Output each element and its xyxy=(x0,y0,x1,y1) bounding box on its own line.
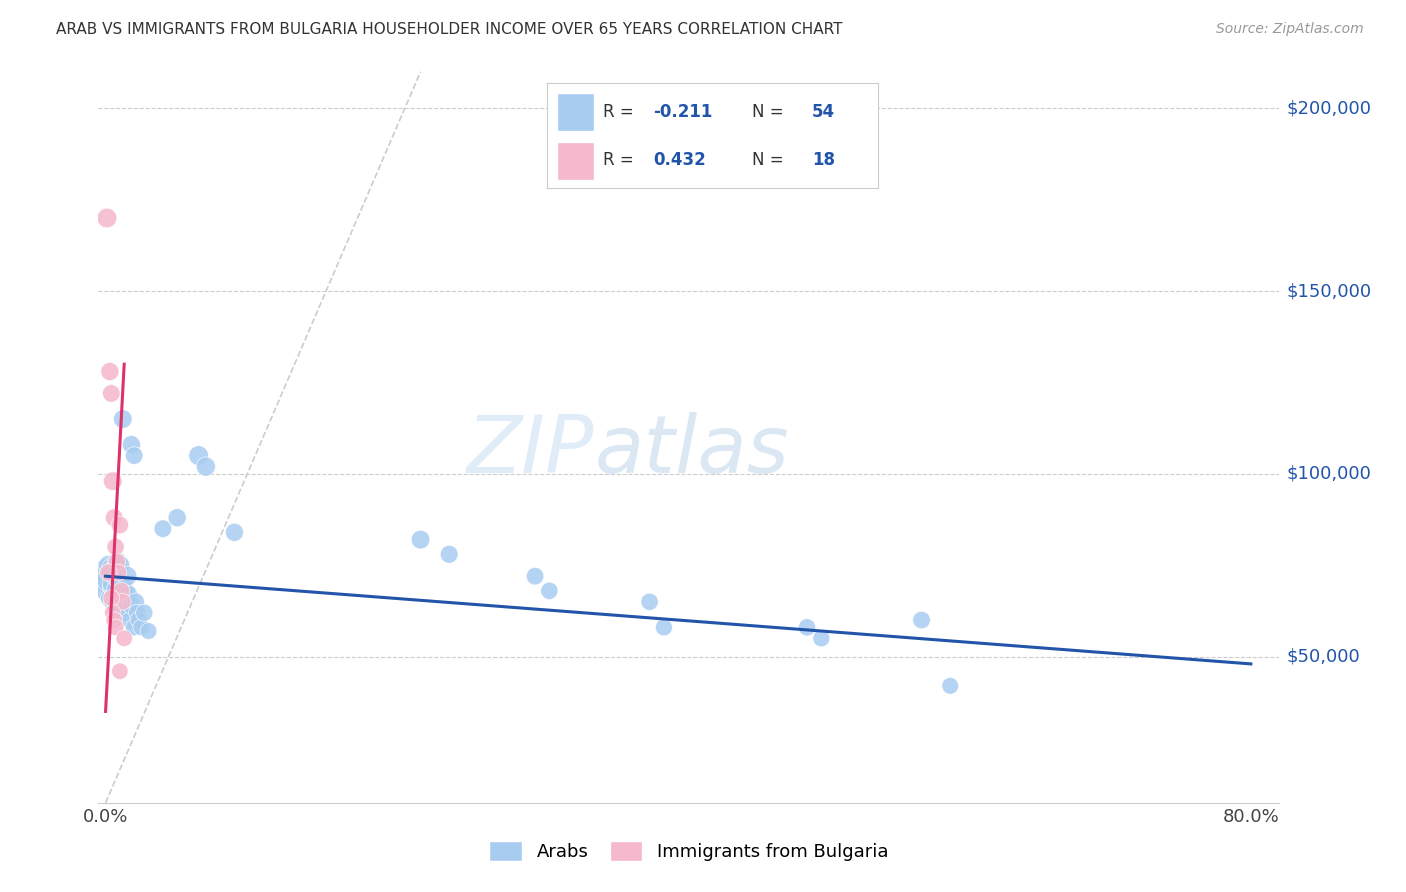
Point xyxy=(111,595,134,609)
Point xyxy=(117,587,139,601)
Point xyxy=(107,602,129,616)
Point xyxy=(120,599,142,613)
Point xyxy=(122,449,145,463)
Point xyxy=(110,591,132,606)
Point xyxy=(100,591,122,606)
Point xyxy=(118,613,141,627)
Point xyxy=(524,569,547,583)
Point xyxy=(124,595,146,609)
Point xyxy=(115,602,138,616)
Point xyxy=(96,211,118,225)
Point xyxy=(409,533,432,547)
Text: $50,000: $50,000 xyxy=(1286,648,1361,665)
Point xyxy=(111,576,134,591)
Point xyxy=(100,386,122,401)
Point xyxy=(105,583,128,598)
Point xyxy=(115,569,138,583)
Point xyxy=(910,613,932,627)
Point xyxy=(104,569,127,583)
Point xyxy=(100,580,122,594)
Point xyxy=(111,595,134,609)
Text: Source: ZipAtlas.com: Source: ZipAtlas.com xyxy=(1216,22,1364,37)
Point xyxy=(128,613,150,627)
Point xyxy=(98,364,121,378)
Point xyxy=(138,624,160,638)
Point xyxy=(100,562,122,576)
Point xyxy=(101,606,124,620)
Point xyxy=(538,583,561,598)
Point xyxy=(111,412,134,426)
Point xyxy=(796,620,818,634)
Point xyxy=(652,620,675,634)
Point xyxy=(104,620,127,634)
Point xyxy=(101,566,124,580)
Point xyxy=(224,525,246,540)
Point xyxy=(108,583,131,598)
Legend: Arabs, Immigrants from Bulgaria: Arabs, Immigrants from Bulgaria xyxy=(482,833,896,869)
Text: atlas: atlas xyxy=(595,411,789,490)
Text: $200,000: $200,000 xyxy=(1286,99,1372,118)
Point xyxy=(120,437,142,451)
Text: ARAB VS IMMIGRANTS FROM BULGARIA HOUSEHOLDER INCOME OVER 65 YEARS CORRELATION CH: ARAB VS IMMIGRANTS FROM BULGARIA HOUSEHO… xyxy=(56,22,842,37)
Point xyxy=(108,558,131,573)
Point xyxy=(104,540,127,554)
Point xyxy=(125,606,148,620)
Point xyxy=(108,518,131,533)
Point xyxy=(103,510,125,524)
Point xyxy=(98,573,121,587)
Point xyxy=(97,558,120,573)
Point xyxy=(166,510,188,524)
Text: ZIP: ZIP xyxy=(467,411,595,490)
Point xyxy=(112,632,135,646)
Point xyxy=(103,613,125,627)
Point xyxy=(437,547,460,561)
Point xyxy=(114,583,136,598)
Point xyxy=(107,573,129,587)
Text: $100,000: $100,000 xyxy=(1286,465,1371,483)
Point xyxy=(131,620,153,634)
Point xyxy=(107,566,129,580)
Point xyxy=(939,679,962,693)
Point xyxy=(122,620,145,634)
Point xyxy=(194,459,217,474)
Point xyxy=(97,583,120,598)
Point xyxy=(110,583,132,598)
Point xyxy=(112,606,135,620)
Point xyxy=(96,569,118,583)
Point xyxy=(103,587,125,601)
Text: $150,000: $150,000 xyxy=(1286,282,1372,300)
Point xyxy=(105,555,128,569)
Point xyxy=(101,474,124,488)
Point xyxy=(98,591,121,606)
Point xyxy=(108,664,131,678)
Point xyxy=(187,449,209,463)
Point xyxy=(101,595,124,609)
Point xyxy=(134,606,156,620)
Point xyxy=(810,632,832,646)
Point xyxy=(97,566,120,580)
Point xyxy=(104,599,127,613)
Point xyxy=(638,595,661,609)
Point xyxy=(152,522,174,536)
Point xyxy=(103,576,125,591)
Point xyxy=(105,555,128,569)
